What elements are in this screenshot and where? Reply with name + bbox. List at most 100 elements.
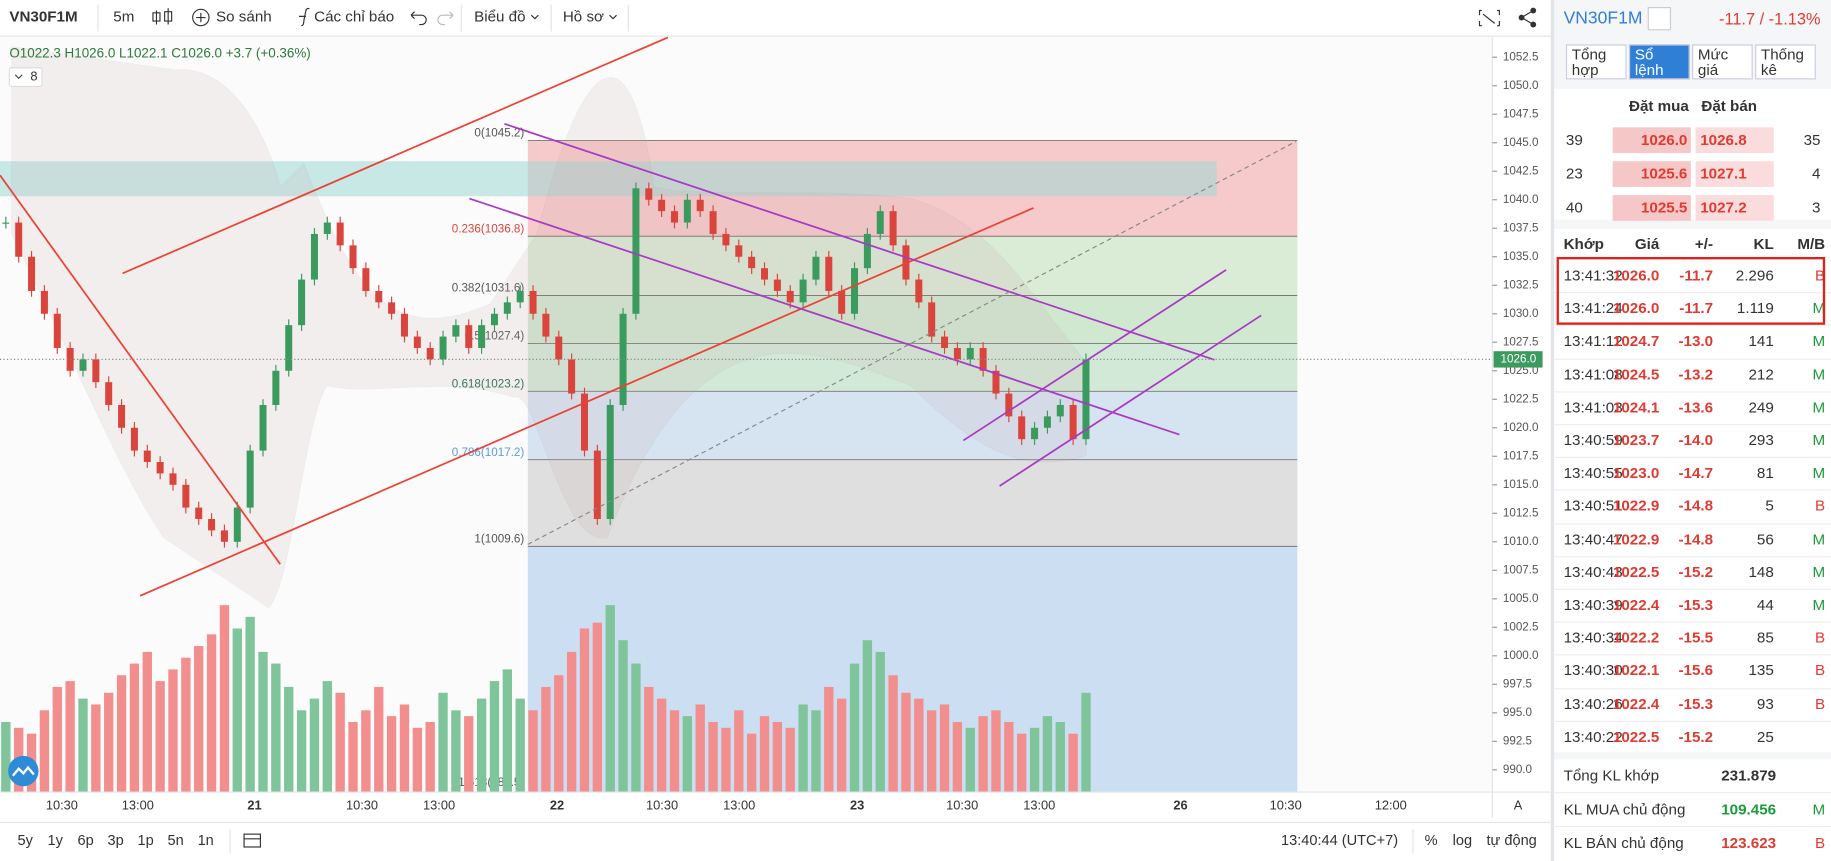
candle-body <box>619 313 627 405</box>
candle-body <box>336 222 344 246</box>
indicator-toggle[interactable] <box>8 67 43 88</box>
y-tick-label: 1037.5 <box>1503 221 1539 234</box>
volume-bar <box>206 634 217 793</box>
volume-bar <box>155 681 165 793</box>
volume-bar <box>785 727 795 793</box>
candle-body <box>1056 404 1064 417</box>
trend-line <box>139 207 1034 597</box>
symbol[interactable]: VN30F1M <box>9 9 77 26</box>
chart-menu[interactable]: Biểu đồ <box>474 9 525 26</box>
candle-body <box>735 245 743 257</box>
ask-bar <box>1695 195 1774 221</box>
summary-side: B <box>1815 834 1826 852</box>
trade-cell: -15.3 <box>1678 694 1714 713</box>
candle-body <box>979 347 987 371</box>
range-button[interactable]: 1y <box>48 833 64 849</box>
y-tick-label: 1017.5 <box>1503 449 1539 462</box>
compare[interactable]: So sánh <box>216 9 272 26</box>
volume-bar <box>361 710 371 793</box>
x-tick-label: 26 <box>1173 797 1187 812</box>
candle-body <box>709 211 717 234</box>
trade-cell: 1023.0 <box>1612 464 1660 482</box>
volume-bar <box>772 721 783 793</box>
chevron <box>609 14 617 20</box>
candle-body <box>233 507 241 542</box>
profile-menu[interactable]: Hồ sơ <box>563 9 604 26</box>
volume-bar <box>1068 733 1078 793</box>
fullscreen-icon[interactable] <box>1478 9 1500 27</box>
range-button[interactable]: 6p <box>78 833 94 849</box>
percent-toggle[interactable]: % <box>1425 833 1438 849</box>
candle-body <box>130 427 138 451</box>
volume-bar <box>296 710 307 793</box>
compare-icon[interactable] <box>192 8 210 27</box>
volume-bar <box>862 640 873 793</box>
trade-cell: B <box>1815 628 1826 647</box>
fib-label: 0.786(1017.2) <box>452 446 525 459</box>
fx-icon[interactable] <box>298 7 310 27</box>
x-tick-label: 23 <box>850 797 864 812</box>
range-button[interactable]: 1p <box>138 833 154 849</box>
y-tick-label: 1030.0 <box>1503 307 1539 320</box>
volume-bar <box>656 698 667 793</box>
range-button[interactable]: 3p <box>108 833 124 849</box>
range-button[interactable]: 5n <box>168 833 184 849</box>
trade-cell: 1022.9 <box>1612 496 1660 515</box>
panel-change: -11.7 / -1.13% <box>1719 9 1821 29</box>
trade-cell: M <box>1812 431 1826 449</box>
candle-body <box>452 325 460 337</box>
indicators[interactable]: Các chỉ báo <box>314 9 394 26</box>
candle-body <box>143 450 151 462</box>
volume-bar <box>541 686 551 793</box>
tab[interactable]: Thống kê <box>1755 44 1816 80</box>
range-button[interactable]: 1n <box>198 833 214 849</box>
x-tick-label: 13:00 <box>122 797 154 812</box>
row-divider <box>1554 358 1831 360</box>
candle-body <box>799 279 807 303</box>
candle-body <box>182 484 190 508</box>
trade-cell: 13:41:03 <box>1563 398 1623 416</box>
trade-cell: 56 <box>1756 529 1774 548</box>
trade-cell: -15.5 <box>1678 628 1714 647</box>
candle-icon[interactable] <box>152 8 173 25</box>
tab[interactable]: Sổ lệnh <box>1628 44 1690 80</box>
candle-body <box>388 302 396 314</box>
undo-icon[interactable] <box>410 11 427 26</box>
y-tick-label: 1020.0 <box>1503 421 1539 434</box>
volume-bar <box>566 651 577 793</box>
candle-body <box>696 199 704 212</box>
ask-qty: 3 <box>1812 198 1821 217</box>
volume-bar <box>1017 733 1027 793</box>
auto-toggle[interactable]: tự động <box>1487 833 1537 849</box>
range-button[interactable]: 5y <box>18 833 34 849</box>
axis-toggle[interactable]: A <box>1514 797 1523 812</box>
volume-bar <box>592 622 603 793</box>
row-divider <box>1554 391 1831 393</box>
candle-body <box>786 290 794 303</box>
volume-bar <box>1055 721 1065 793</box>
trade-cell: B <box>1815 694 1826 713</box>
last-price-label: 1026.0 <box>1501 352 1537 365</box>
trade-cell: -11.7 <box>1679 299 1714 317</box>
volume-bar <box>502 669 513 793</box>
candle-body <box>761 268 769 280</box>
candle-body <box>825 256 833 291</box>
trade-cell: 13:40:22 <box>1563 727 1623 746</box>
candle-body <box>490 313 498 326</box>
bid-qty: 40 <box>1565 198 1583 217</box>
candle-body <box>1018 416 1026 440</box>
edit-icon[interactable] <box>1647 7 1672 31</box>
tab[interactable]: Tổng hợp <box>1565 44 1627 80</box>
candle-body <box>2 222 10 224</box>
interval[interactable]: 5m <box>113 9 134 26</box>
trend-line <box>122 36 669 275</box>
y-tick-label: 1035.0 <box>1503 250 1539 263</box>
summary-label: KL BÁN chủ động <box>1563 834 1684 852</box>
trade-cell: 13:40:59 <box>1563 431 1623 449</box>
redo-icon[interactable] <box>437 11 454 26</box>
calendar-icon[interactable] <box>243 833 261 848</box>
tab[interactable]: Mức giá <box>1692 44 1753 80</box>
trade-cell: 13:40:34 <box>1563 628 1623 647</box>
candle-body <box>246 450 254 508</box>
log-toggle[interactable]: log <box>1453 833 1472 849</box>
